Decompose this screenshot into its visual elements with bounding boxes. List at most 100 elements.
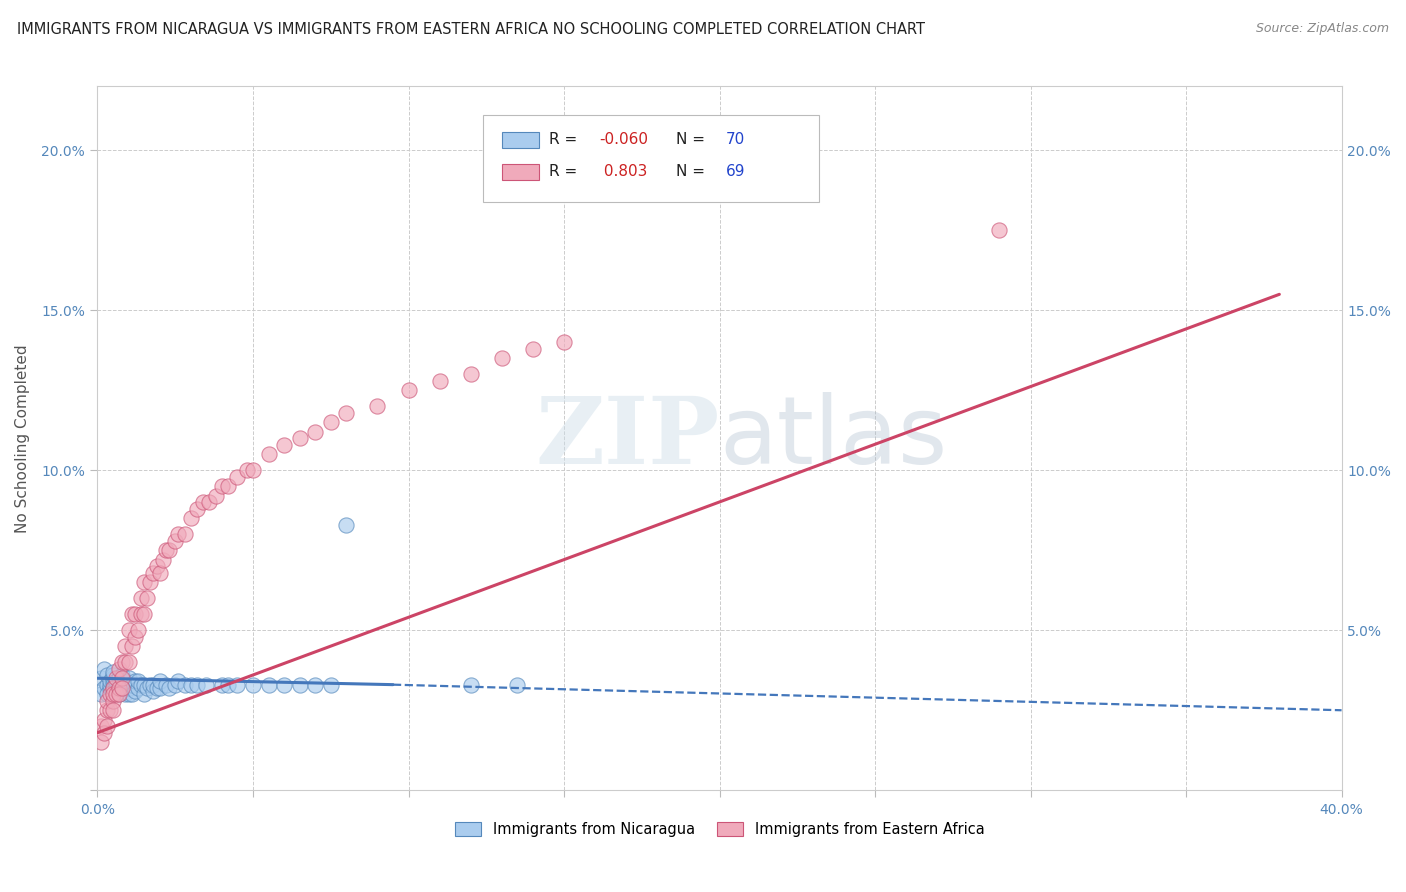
Point: [127, 674, 149, 689]
Point: [105, 671, 128, 685]
Point: [121, 607, 143, 622]
Point: [242, 678, 264, 692]
Point: [145, 681, 167, 695]
Point: [142, 566, 165, 580]
Point: [180, 511, 202, 525]
Point: [90, 671, 112, 685]
Point: [129, 678, 152, 692]
Point: [988, 223, 1011, 237]
Point: [114, 655, 136, 669]
Point: [93, 662, 115, 676]
Point: [460, 368, 482, 382]
Point: [96, 719, 118, 733]
Point: [101, 687, 124, 701]
Point: [111, 678, 134, 692]
Point: [429, 374, 451, 388]
Point: [167, 527, 190, 541]
Point: [226, 469, 249, 483]
Point: [198, 495, 221, 509]
Point: [257, 447, 280, 461]
Point: [195, 678, 218, 692]
Point: [124, 630, 146, 644]
Point: [186, 501, 208, 516]
Point: [127, 681, 149, 695]
Point: [157, 681, 180, 695]
Point: [217, 678, 239, 692]
Point: [111, 681, 134, 695]
Point: [114, 687, 136, 701]
Point: [398, 384, 420, 398]
Point: [96, 678, 118, 692]
Point: [236, 463, 259, 477]
Point: [98, 674, 121, 689]
Point: [304, 425, 326, 439]
Text: atlas: atlas: [720, 392, 948, 484]
Point: [101, 681, 124, 695]
Point: [129, 591, 152, 606]
Point: [155, 678, 177, 692]
Point: [319, 678, 342, 692]
Point: [134, 687, 156, 701]
Text: ZIP: ZIP: [536, 393, 720, 483]
Point: [129, 607, 152, 622]
Point: [90, 735, 112, 749]
Point: [114, 681, 136, 695]
Point: [101, 671, 124, 685]
Point: [90, 719, 112, 733]
Point: [460, 678, 482, 692]
Point: [111, 671, 134, 685]
Text: N =: N =: [676, 132, 710, 146]
Point: [211, 678, 233, 692]
Point: [117, 655, 139, 669]
Point: [93, 681, 115, 695]
Point: [288, 678, 311, 692]
Point: [242, 463, 264, 477]
Text: 0.803: 0.803: [599, 164, 647, 179]
Bar: [502, 132, 538, 147]
Point: [204, 489, 226, 503]
Point: [111, 668, 134, 682]
Point: [96, 693, 118, 707]
Point: [121, 687, 143, 701]
Point: [98, 681, 121, 695]
Point: [98, 678, 121, 692]
Text: Source: ZipAtlas.com: Source: ZipAtlas.com: [1256, 22, 1389, 36]
Point: [142, 678, 165, 692]
Point: [105, 678, 128, 692]
Point: [139, 575, 162, 590]
Point: [96, 703, 118, 717]
Point: [142, 684, 165, 698]
Point: [121, 678, 143, 692]
Point: [108, 671, 131, 685]
Legend: Immigrants from Nicaragua, Immigrants from Eastern Africa: Immigrants from Nicaragua, Immigrants fr…: [449, 816, 990, 843]
Point: [319, 415, 342, 429]
Point: [117, 681, 139, 695]
Point: [111, 655, 134, 669]
Point: [134, 575, 156, 590]
Point: [304, 678, 326, 692]
Point: [257, 678, 280, 692]
Point: [121, 640, 143, 654]
Point: [335, 406, 357, 420]
Point: [180, 678, 202, 692]
Point: [288, 431, 311, 445]
Point: [149, 681, 172, 695]
Point: [335, 517, 357, 532]
Text: R =: R =: [550, 132, 582, 146]
Point: [98, 687, 121, 701]
Point: [506, 678, 529, 692]
Point: [366, 399, 388, 413]
Point: [98, 703, 121, 717]
Point: [117, 687, 139, 701]
Point: [114, 640, 136, 654]
Point: [101, 684, 124, 698]
Point: [108, 678, 131, 692]
Point: [136, 681, 159, 695]
Point: [173, 527, 195, 541]
Point: [145, 559, 167, 574]
Point: [553, 335, 575, 350]
FancyBboxPatch shape: [484, 114, 820, 202]
Point: [117, 671, 139, 685]
Point: [96, 687, 118, 701]
Point: [108, 662, 131, 676]
